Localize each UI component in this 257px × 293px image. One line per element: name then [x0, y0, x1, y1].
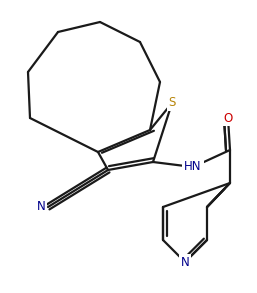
Text: HN: HN — [184, 161, 202, 173]
Text: O: O — [223, 112, 233, 125]
Text: S: S — [168, 96, 176, 110]
Text: N: N — [181, 255, 189, 268]
Text: N: N — [37, 200, 46, 214]
